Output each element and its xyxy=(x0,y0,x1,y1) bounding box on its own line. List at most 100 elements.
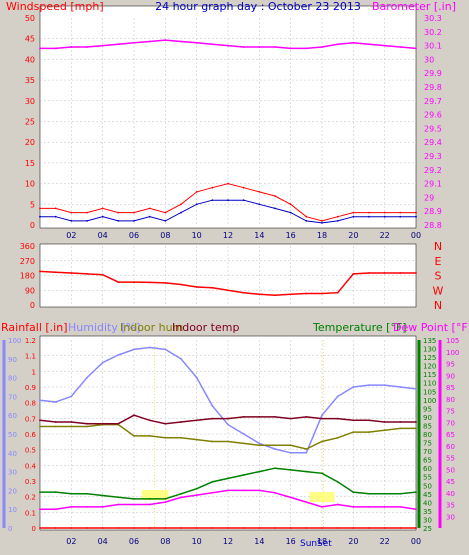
rainfall-line-point xyxy=(321,527,323,529)
temperature-line-point xyxy=(274,467,276,470)
barometer-line-point xyxy=(164,39,167,41)
humidity-tick-label: 80 xyxy=(8,375,17,383)
rainfall-line-point xyxy=(164,527,167,529)
humidity-tick-label: 10 xyxy=(8,506,17,514)
temperature-tick-label: 125 xyxy=(423,354,436,362)
barometer-line-point xyxy=(180,40,182,43)
rainfall-line-point xyxy=(242,527,245,529)
x-tick-label: 16 xyxy=(286,537,296,546)
rainfall-line-point xyxy=(227,527,229,529)
indoor-hum-line-point xyxy=(86,425,88,428)
wind-average-line-point xyxy=(54,215,57,218)
barometer-line-point xyxy=(399,46,402,48)
temperature-line-point xyxy=(164,498,167,500)
wind-average-line-point xyxy=(227,199,229,202)
compass-label: N xyxy=(434,240,442,253)
humidity-line-point xyxy=(321,414,323,417)
humidity-line-point xyxy=(352,386,355,388)
windspeed-tick-label: 10 xyxy=(25,180,35,189)
indoor-temp-line-point xyxy=(399,421,402,423)
windspeed-tick-label: 35 xyxy=(25,76,35,85)
wind-average-line-point xyxy=(39,215,41,218)
dewpoint-tick-label: 75 xyxy=(446,408,455,416)
indoor-temp-line-point xyxy=(101,422,104,425)
wind-direction-line-point xyxy=(195,286,198,288)
barometer-tick-label: 29 xyxy=(424,193,434,202)
temperature-tick-label: 115 xyxy=(423,371,436,379)
dewpoint-line-point xyxy=(164,501,167,503)
x-tick-label: 08 xyxy=(160,231,170,240)
wind-gust-line-point xyxy=(321,220,323,222)
humidity-line-point xyxy=(383,384,386,386)
temperature-line-point xyxy=(242,474,245,476)
wind-average-line-point xyxy=(180,211,182,214)
temperature-line-point xyxy=(70,492,73,495)
dewpoint-tick-label: 45 xyxy=(446,478,455,486)
temperature-line-point xyxy=(305,470,308,473)
x-tick-label: 10 xyxy=(192,537,202,546)
temperature-line-point xyxy=(148,498,151,500)
x-tick-label: 04 xyxy=(98,231,108,240)
humidity-line-point xyxy=(305,451,308,454)
barometer-line-point xyxy=(117,43,120,46)
wind-direction-line-point xyxy=(180,283,182,286)
direction-tick-label: 0 xyxy=(30,301,35,310)
temperature-tick-label: 135 xyxy=(423,337,436,345)
barometer-line-point xyxy=(289,47,292,50)
dewpoint-tick-label: 95 xyxy=(446,361,455,369)
barometer-tick-label: 28.9 xyxy=(424,207,442,216)
rainfall-line-point xyxy=(368,527,370,529)
dewpoint-line-point xyxy=(86,506,88,508)
dewpoint-line-point xyxy=(289,496,292,499)
indoor-hum-line-point xyxy=(133,435,135,437)
humidity-tick-label: 100 xyxy=(8,337,21,345)
rainfall-line-point xyxy=(39,527,41,529)
wind-direction-line-point xyxy=(336,291,339,294)
dewpoint-line-point xyxy=(39,508,41,511)
sunrise-label: Sun xyxy=(300,539,317,549)
temperature-line-point xyxy=(117,496,120,499)
wind-average-line-point xyxy=(133,220,135,222)
x-tick-label: 02 xyxy=(66,231,76,240)
wind-gust-line-point xyxy=(211,186,214,189)
temperature-line-point xyxy=(211,481,214,483)
x-tick-label: 10 xyxy=(192,231,202,240)
wind-gust-line-point xyxy=(368,211,370,214)
dewpoint-tick-label: 50 xyxy=(446,466,455,474)
x-tick-label: 14 xyxy=(254,231,264,240)
barometer-line-point xyxy=(242,46,245,48)
temperature-line-point xyxy=(39,491,41,493)
indoor-hum-line-point xyxy=(54,425,57,428)
compass-label: E xyxy=(435,255,442,268)
indoor-temp-line-point xyxy=(211,417,214,420)
temperature-line-point xyxy=(101,494,104,497)
dewpoint-line-point xyxy=(180,496,182,499)
temperature-tick-label: 55 xyxy=(423,474,432,482)
wind-gust-line-point xyxy=(54,207,57,210)
humidity-tick-label: 40 xyxy=(8,450,17,458)
temperature-tick-label: 95 xyxy=(423,405,432,413)
indoor-hum-line-point xyxy=(289,444,292,447)
direction-tick-label: 180 xyxy=(20,272,35,281)
x-tick-label: 12 xyxy=(223,231,233,240)
indoor-temp-line-point xyxy=(164,422,167,425)
temperature-label: Temperature [°F] xyxy=(312,321,407,334)
wind-average-line-point xyxy=(321,222,323,224)
dewpoint-tick-label: 60 xyxy=(446,443,455,451)
dewpoint-line-point xyxy=(336,503,339,506)
rainfall-line-point xyxy=(336,527,339,529)
humidity-line-point xyxy=(133,348,135,351)
windspeed-x-ticks: 02 04 06 08 10 12 14 16 18 20 22 00 xyxy=(66,231,421,240)
wind-direction-line-point xyxy=(54,271,57,274)
dewpoint-line-point xyxy=(54,508,57,511)
x-tick-label: 00 xyxy=(411,537,421,546)
dewpoint-line-point xyxy=(258,489,261,492)
indoor-hum-line-point xyxy=(180,436,182,439)
temperature-line-point xyxy=(383,492,386,495)
rainfall-line-point xyxy=(274,527,276,529)
indoor-temp-line-point xyxy=(227,417,229,420)
windspeed-series xyxy=(39,39,417,224)
wind-gust-line-point xyxy=(352,211,355,214)
dewpoint-tick-label: 70 xyxy=(446,419,455,427)
barometer-tick-label: 29.4 xyxy=(424,138,442,147)
